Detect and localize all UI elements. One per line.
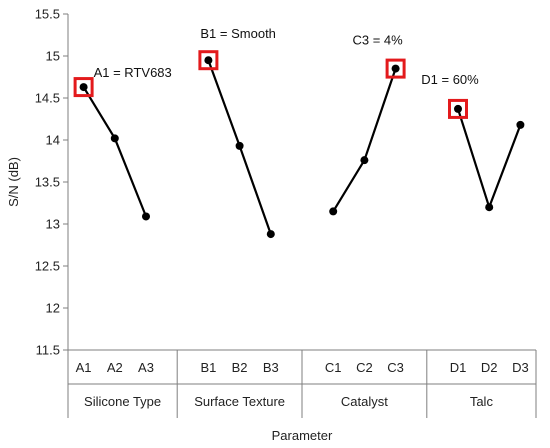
optimal-level-highlight xyxy=(448,98,468,119)
series-line-a xyxy=(82,86,148,217)
y-axis: 11.5 12 12.5 13 13.5 14 14.5 15 15.5 xyxy=(35,7,69,358)
data-point xyxy=(110,134,119,143)
x-tick-label: C3 xyxy=(387,360,404,375)
x-group-label: Surface Texture xyxy=(194,394,285,409)
x-group-label: Catalyst xyxy=(341,394,388,409)
annotations: A1 = RTV683 B1 = Smooth C3 = 4% D1 = 60% xyxy=(94,26,480,87)
x-tick-label: C2 xyxy=(356,360,373,375)
y-tick-label: 12.5 xyxy=(35,259,60,274)
y-tick-label: 12 xyxy=(46,301,60,316)
x-tick-label: B1 xyxy=(200,360,216,375)
data-point xyxy=(79,83,88,92)
x-tick-label: A3 xyxy=(138,360,154,375)
data-point xyxy=(516,120,525,129)
series-line-d xyxy=(456,108,522,211)
data-point xyxy=(266,230,275,239)
x-group-label: Silicone Type xyxy=(84,394,161,409)
y-tick-label: 11.5 xyxy=(36,343,60,358)
data-point xyxy=(142,212,150,221)
x-tick-label: A2 xyxy=(107,360,123,375)
x-tick-label: A1 xyxy=(76,360,92,375)
optimal-level-annotation: B1 = Smooth xyxy=(200,26,276,41)
y-tick-label: 15.5 xyxy=(35,7,60,22)
y-tick-label: 15 xyxy=(46,49,60,64)
x-tick-label: B3 xyxy=(263,360,279,375)
y-tick-label: 14 xyxy=(46,133,60,148)
data-point xyxy=(485,203,494,212)
y-tick-label: 13 xyxy=(46,217,60,232)
optimal-level-annotation: A1 = RTV683 xyxy=(94,65,172,80)
optimal-level-annotation: D1 = 60% xyxy=(421,72,479,87)
optimal-level-annotation: C3 = 4% xyxy=(352,33,403,48)
data-point xyxy=(235,141,244,150)
data-point xyxy=(329,207,338,216)
data-point xyxy=(454,104,462,113)
x-axis-title: Parameter xyxy=(272,428,333,443)
y-tick-label: 13.5 xyxy=(35,175,60,190)
optimal-level-highlight xyxy=(198,50,219,71)
x-tick-label: D3 xyxy=(512,360,529,375)
series-lines xyxy=(73,50,525,239)
optimal-level-highlight xyxy=(385,58,406,79)
x-tick-label: B2 xyxy=(232,360,248,375)
data-point xyxy=(391,64,400,73)
x-tick-label: C1 xyxy=(325,360,342,375)
y-axis-title: S/N (dB) xyxy=(6,157,21,207)
x-axis: A1 A2 A3 Silicone Type B1 B2 B3 Surface Texture… xyxy=(67,349,537,418)
x-group-label: Talc xyxy=(470,394,494,409)
x-tick-label: D1 xyxy=(450,360,467,375)
data-point xyxy=(204,56,213,65)
series-line-c xyxy=(332,68,397,212)
x-tick-label: D2 xyxy=(481,360,498,375)
y-tick-label: 14.5 xyxy=(35,91,60,106)
optimal-level-highlight xyxy=(73,77,94,98)
data-point xyxy=(360,156,369,165)
